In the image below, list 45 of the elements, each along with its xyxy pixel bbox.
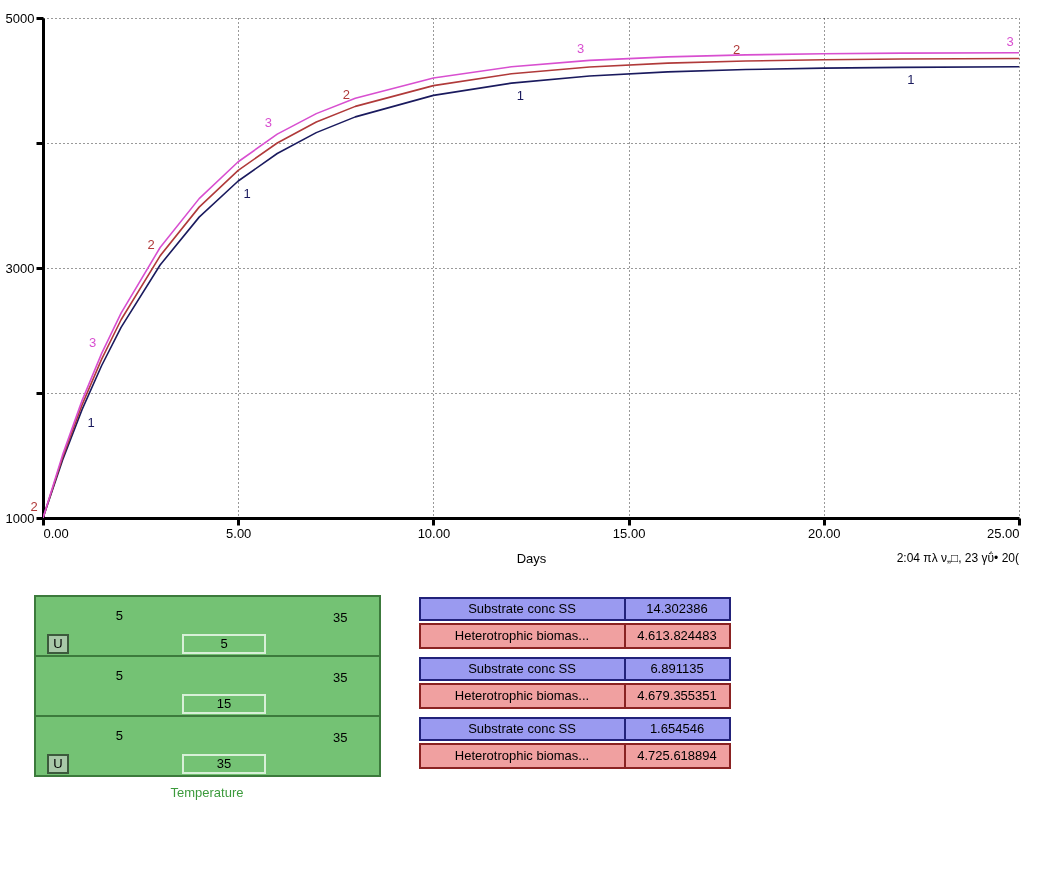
text: 4.613.824483 [637,628,717,643]
x-tick-label: 5.00 [226,525,252,541]
text: Substrate conc SS [468,661,577,676]
text: 4.725.618894 [637,748,717,763]
text: 5 [115,668,123,683]
text: U [53,756,63,771]
text: 14.302386 [646,601,708,616]
text: 35 [333,730,348,745]
text: 5 [115,728,123,743]
text: 4.679.355351 [637,688,717,703]
text: 2 [147,236,155,252]
text: 1 [243,186,251,201]
text: 1.654546 [649,721,705,736]
text: 2 [342,87,350,103]
text: Substrate conc SS [468,601,577,616]
text: 1 [516,88,525,104]
x-tick-label: 15.00 [612,525,646,541]
text: 35 [216,756,232,771]
text: Heterotrophic biomas... [454,748,590,763]
y-tick-label: 5000 [5,10,35,26]
series-label: 1 [907,72,915,88]
text: 6.891135 [650,661,704,676]
text: Heterotrophic biomas... [454,688,590,703]
text: 2:04 πλ ν„□, 23 γΰ• 20( [896,551,1019,565]
text: Substrate conc SS [468,721,577,736]
text: 35 [333,670,348,685]
x-tick-label: 20.00 [808,525,841,541]
x-tick-label: 10.00 [417,525,451,541]
series-label: 3 [1006,33,1014,49]
x-axis-title: Days [516,550,547,566]
series-label: 2 [733,42,741,57]
text: 3 [576,41,585,57]
text: Temperature [170,785,244,800]
text: U [53,636,63,651]
text: 1 [87,414,95,430]
text: 15 [216,696,232,711]
y-tick-label: 3000 [5,260,35,276]
text: 35 [333,610,348,625]
text: 3 [264,115,272,131]
text: 5 [115,608,123,623]
text: 3 [88,334,97,350]
text: Heterotrophic biomas... [454,628,590,643]
x-tick-label: 0.00 [43,525,69,541]
x-tick-label: 25.00 [986,525,1020,541]
text: 5 [220,636,228,651]
